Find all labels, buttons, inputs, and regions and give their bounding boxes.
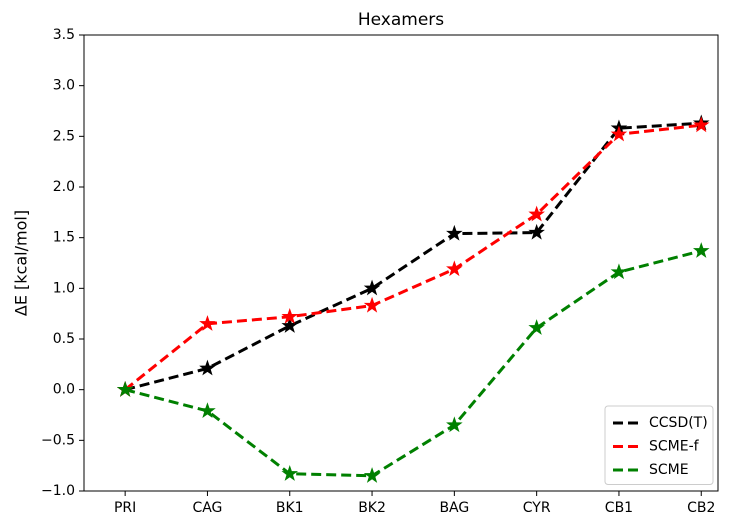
legend-box <box>604 405 714 485</box>
star-marker <box>692 116 710 133</box>
x-tick-label: BAG <box>439 500 469 514</box>
star-marker <box>446 416 463 433</box>
star-marker <box>199 315 216 331</box>
star-marker <box>528 205 545 222</box>
star-marker <box>199 402 216 418</box>
y-tick-label: 0.0 <box>53 382 75 398</box>
y-tick-label: 1.0 <box>53 280 75 296</box>
series-line <box>124 121 702 392</box>
star-marker <box>281 317 299 333</box>
star-marker <box>446 260 463 277</box>
x-tick-label: BK1 <box>276 500 304 514</box>
legend-label: SCME-f <box>649 439 700 455</box>
star-marker <box>281 465 299 481</box>
star-marker <box>199 359 216 376</box>
x-tick-label: PRI <box>114 500 136 514</box>
plot-frame <box>83 34 719 492</box>
star-marker <box>610 125 628 142</box>
star-marker <box>528 223 545 240</box>
x-tick-label: CYR <box>523 500 551 514</box>
star-marker <box>363 279 381 296</box>
y-tick-label: 3.0 <box>53 78 75 94</box>
legend-label: CCSD(T) <box>649 415 708 431</box>
y-tick-label: 2.5 <box>53 128 75 144</box>
series-line <box>124 249 702 478</box>
star-marker <box>610 263 628 280</box>
y-tick-label: −1.0 <box>41 483 75 499</box>
star-marker <box>363 467 381 483</box>
y-tick-label: 1.5 <box>53 230 75 246</box>
y-axis-label: ΔE [kcal/mol] <box>12 210 31 316</box>
x-tick-label: CB2 <box>687 500 715 514</box>
y-tick-label: 2.0 <box>53 179 75 195</box>
x-tick-label: CB1 <box>605 500 633 514</box>
legend-label: SCME <box>649 462 689 478</box>
star-marker <box>528 319 545 335</box>
y-tick-label: −0.5 <box>41 432 75 448</box>
star-marker <box>116 380 134 397</box>
series-line <box>124 123 702 391</box>
chart-title: Hexamers <box>358 10 444 30</box>
star-marker <box>363 296 381 313</box>
star-marker <box>281 307 299 324</box>
x-tick-label: CAG <box>192 500 222 514</box>
star-marker <box>692 242 710 258</box>
y-tick-label: 0.5 <box>53 331 75 347</box>
y-tick-label: 3.5 <box>53 27 75 43</box>
star-marker <box>446 224 463 241</box>
x-tick-label: BK2 <box>358 500 386 514</box>
